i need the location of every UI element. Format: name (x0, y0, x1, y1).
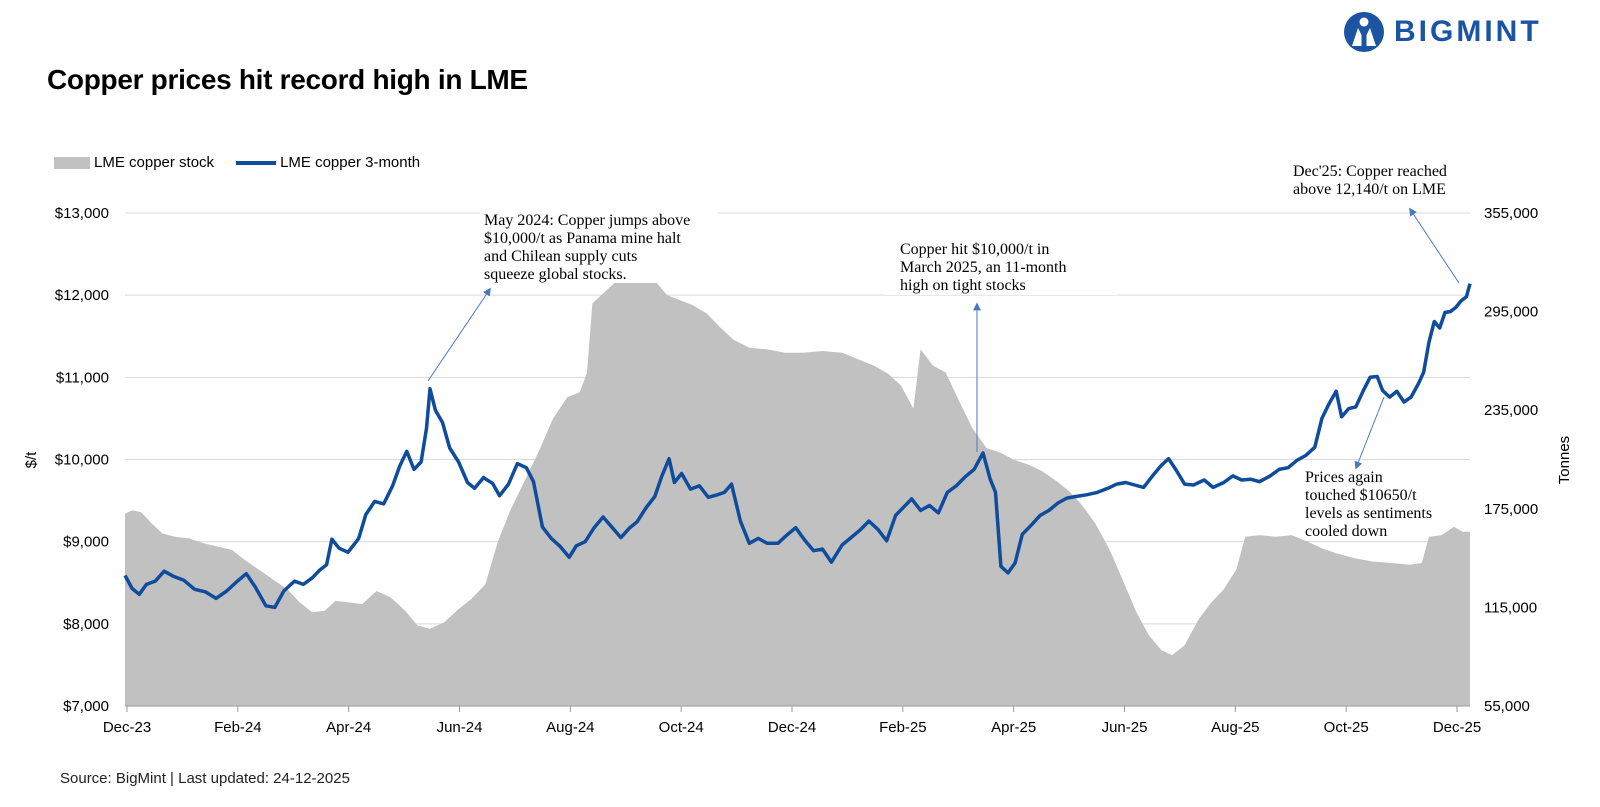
y-left-tick-label: $10,000 (55, 452, 109, 469)
annotation-line: squeeze global stocks. (484, 266, 627, 283)
y-left-tick-label: $8,000 (63, 616, 109, 633)
annotation-line: and Chilean supply cuts (484, 248, 637, 265)
y-left-tick-labels: $7,000 $8,000 $9,000 $10,000 $11,000 $12,000 $… (55, 205, 109, 715)
x-tick-label: Feb-24 (214, 719, 262, 736)
source-note: Source: BigMint | Last updated: 24-12-20… (60, 770, 350, 787)
annotation-line: May 2024: Copper jumps above (484, 212, 690, 229)
y-right-tick-label: 295,000 (1484, 304, 1538, 321)
x-tick-label: Dec-24 (768, 719, 816, 736)
annotation-mar25: Copper hit $10,000/t in March 2025, an 11… (900, 241, 1066, 294)
y-right-tick-labels: 55,000 115,000 175,000 235,000 295,000 355,00… (1484, 205, 1538, 715)
x-tick-label: Dec-23 (103, 719, 151, 736)
annotation-arrow (1354, 396, 1385, 470)
bigmint-logo: BIGMINT (1342, 10, 1542, 54)
x-tick-label: Apr-25 (991, 719, 1036, 736)
y-left-tick-label: $9,000 (63, 534, 109, 551)
x-tick-label: Jun-24 (437, 719, 483, 736)
x-tick-label: Oct-24 (659, 719, 704, 736)
y-right-axis-title: Tonnes (1556, 436, 1573, 484)
bigmint-logo-icon (1344, 12, 1384, 52)
series-area-stock (125, 268, 1470, 706)
y-left-tick-label: $12,000 (55, 287, 109, 304)
series-line-price (123, 283, 1472, 610)
annotations: May 2024: Copper jumps above $10,000/t as… (427, 163, 1460, 540)
y-right-tick-label: 235,000 (1484, 402, 1538, 419)
annotation-may24: May 2024: Copper jumps above $10,000/t as… (484, 212, 690, 283)
y-left-tick-label: $11,000 (56, 369, 109, 386)
annotation-line: March 2025, an 11-month (900, 259, 1066, 276)
annotation-line: Copper hit $10,000/t in (900, 241, 1049, 258)
annotation-line: high on tight stocks (900, 277, 1026, 294)
y-right-tick-label: 55,000 (1484, 698, 1530, 715)
y-left-axis-title: $/t (23, 451, 40, 469)
annotation-arrow (1409, 207, 1460, 284)
x-tick-label: Oct-25 (1324, 719, 1369, 736)
annotation-arrow (427, 287, 491, 382)
y-right-tick-label: 115,000 (1484, 599, 1537, 616)
x-tick-label: Aug-25 (1211, 719, 1259, 736)
x-tick-labels: Dec-23 Feb-24 Apr-24 Jun-24 Aug-24 Oct-24 Dec-… (103, 706, 1481, 736)
legend-label-stock: LME copper stock (94, 154, 215, 171)
annotation-line: cooled down (1305, 523, 1387, 540)
annotation-line: Prices again (1305, 469, 1383, 486)
annotation-line: levels as sentiments (1305, 505, 1432, 522)
y-left-tick-label: $7,000 (63, 698, 109, 715)
legend-label-price: LME copper 3-month (280, 154, 421, 171)
annotation-background (886, 236, 1118, 295)
annotation-line: Dec'25: Copper reached (1293, 163, 1447, 180)
legend-swatch-price (236, 160, 277, 165)
bigmint-logo-text: BIGMINT (1394, 15, 1542, 48)
x-tick-label: Dec-25 (1433, 719, 1481, 736)
x-tick-label: Apr-24 (326, 719, 371, 736)
annotation-dec25: Dec'25: Copper reached above 12,140/t on … (1293, 163, 1447, 198)
annotation-nov25: Prices again touched $10650/t levels as se… (1305, 469, 1432, 540)
chart-legend: LME copper stock LME copper 3-month (54, 154, 420, 171)
x-tick-label: Aug-24 (546, 719, 594, 736)
x-tick-label: Jun-25 (1102, 719, 1148, 736)
annotation-line: above 12,140/t on LME (1293, 181, 1446, 198)
chart-title: Copper prices hit record high in LME (47, 64, 528, 95)
y-left-tick-label: $13,000 (55, 205, 109, 222)
annotation-line: $10,000/t as Panama mine halt (484, 230, 681, 247)
x-tick-label: Feb-25 (879, 719, 927, 736)
annotation-line: touched $10650/t (1305, 487, 1417, 504)
annotation-background (480, 207, 718, 283)
y-right-tick-label: 175,000 (1484, 501, 1538, 518)
legend-swatch-stock (54, 156, 90, 169)
y-right-tick-label: 355,000 (1484, 205, 1538, 222)
